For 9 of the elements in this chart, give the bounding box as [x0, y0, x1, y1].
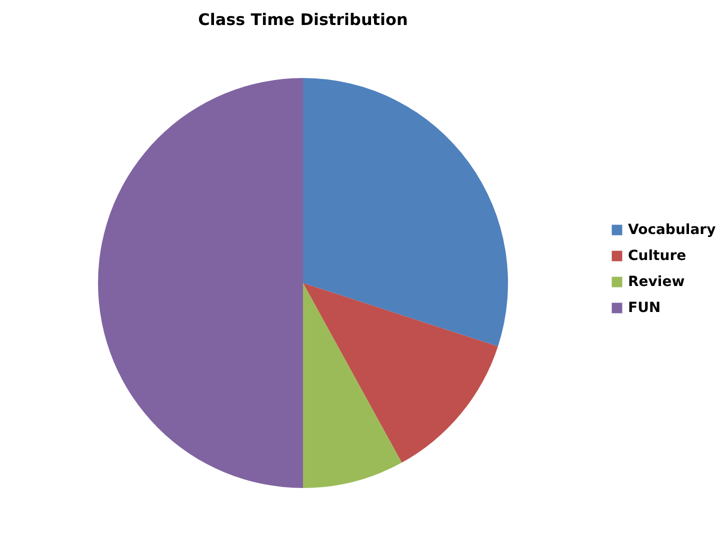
pie-slice: [303, 283, 498, 463]
pie-slice: [303, 78, 508, 346]
legend-label: FUN: [628, 300, 661, 316]
pie-slice: [98, 78, 303, 488]
legend-label: Culture: [628, 248, 686, 264]
legend-label: Review: [628, 274, 685, 290]
pie-slice: [303, 283, 402, 488]
chart-title: Class Time Distribution: [198, 10, 408, 29]
legend-label: Vocabulary: [628, 222, 716, 238]
